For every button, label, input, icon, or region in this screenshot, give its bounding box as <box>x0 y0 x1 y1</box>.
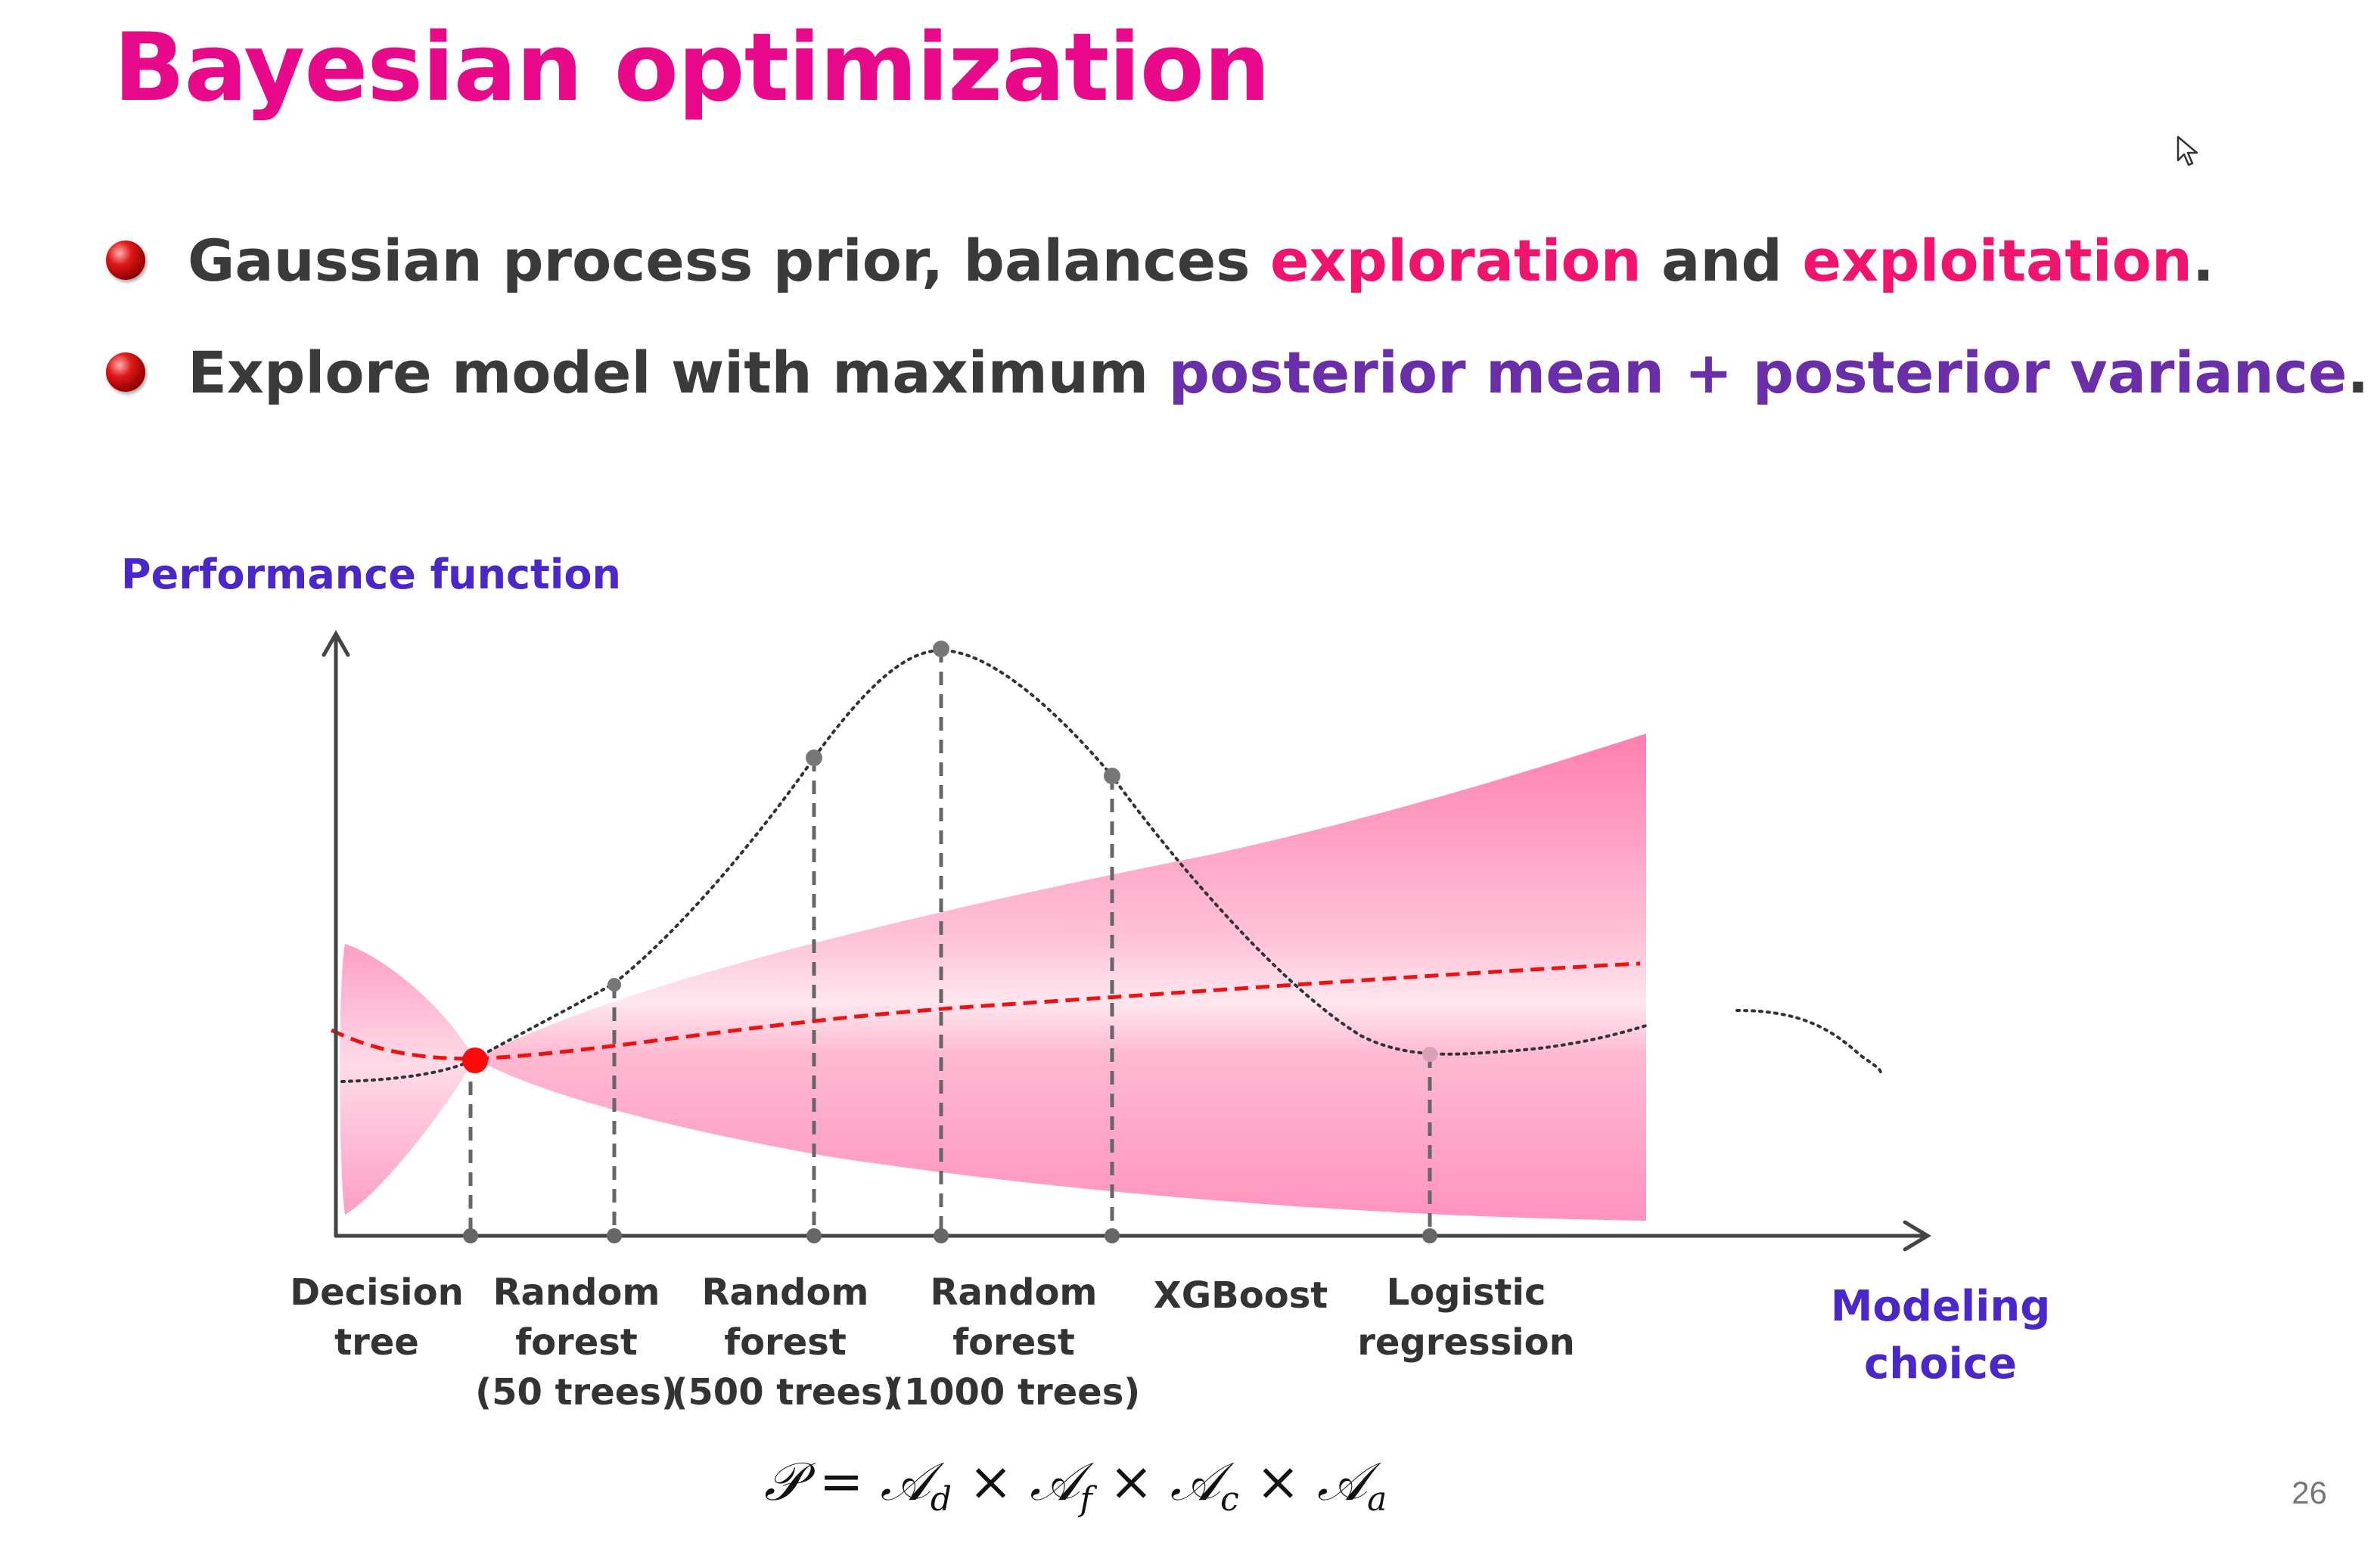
formula-a: 𝒜 <box>880 1451 931 1513</box>
x-category-decision-tree: Decision tree <box>290 1268 463 1367</box>
x-category-xgboost: XGBoost <box>1154 1271 1328 1321</box>
highlight-posterior: posterior mean + posterior variance <box>1168 338 2347 406</box>
formula-a: 𝒜 <box>1316 1451 1368 1513</box>
tick-rf-50 <box>607 1228 622 1243</box>
formula-a: 𝒜 <box>1030 1451 1080 1513</box>
x-category-line: XGBoost <box>1153 1274 1328 1317</box>
x-category-logistic-regression: Logistic regression <box>1357 1268 1575 1367</box>
x-category-line: forest <box>515 1321 638 1364</box>
bullet-item: Explore model with maximum posterior mea… <box>106 316 2369 428</box>
formula-eq: = <box>802 1451 881 1513</box>
sample-point-rf-50 <box>607 978 621 992</box>
sample-point-logistic <box>1422 1047 1437 1062</box>
x-axis-label-line: Modeling <box>1830 1282 2051 1331</box>
sample-point-xgboost <box>1104 768 1120 784</box>
search-space-formula: 𝒫 = 𝒜d × 𝒜f × 𝒜c × 𝒜a <box>764 1451 1387 1519</box>
bullet-text: . <box>2192 226 2214 294</box>
mouse-pointer-icon <box>2176 135 2198 166</box>
tick-logistic <box>1422 1228 1437 1243</box>
x-category-line: Random <box>701 1271 869 1314</box>
x-category-rf-50: Random forest (50 trees) <box>475 1268 678 1417</box>
bullet-list: Gaussian process prior, balances explora… <box>106 204 2369 428</box>
formula-times: × <box>1092 1451 1170 1513</box>
highlight-exploitation: exploitation <box>1802 226 2193 294</box>
sample-guides <box>468 649 1432 1236</box>
slide-title: Bayesian optimization <box>113 14 1270 123</box>
bullet-text: Gaussian process prior, balances <box>188 226 1270 294</box>
uncertainty-band-left <box>340 944 475 1215</box>
x-category-line: Random <box>930 1271 1098 1314</box>
tick-rf-1000 <box>934 1228 949 1243</box>
sample-point-rf-1000 <box>933 641 949 657</box>
observed-point <box>462 1047 488 1073</box>
tick-xgboost <box>1105 1228 1120 1243</box>
x-axis-arrow-icon <box>1903 1220 1931 1252</box>
x-category-line: (500 trees) <box>671 1371 899 1414</box>
x-category-line: forest <box>724 1321 847 1364</box>
red-sphere-bullet-icon <box>106 241 145 280</box>
x-category-line: tree <box>334 1321 419 1364</box>
highlight-exploration: exploration <box>1269 226 1642 294</box>
x-category-line: Random <box>492 1271 660 1314</box>
bullet-text: Explore model with maximum <box>188 338 1169 406</box>
x-category-line: Logistic <box>1386 1271 1546 1314</box>
axis-ticks <box>463 1228 1437 1243</box>
posterior-mean-curve <box>330 961 1641 1061</box>
formula-times: × <box>952 1451 1030 1513</box>
bullet-text: . <box>2347 338 2369 406</box>
formula-sub-a: a <box>1367 1480 1387 1519</box>
y-axis-label: Performance function <box>121 551 621 598</box>
formula-sub-d: d <box>930 1480 952 1519</box>
formula-sub-f: f <box>1080 1480 1092 1519</box>
x-category-line: regression <box>1357 1321 1575 1364</box>
x-category-rf-500: Random forest (500 trees) <box>671 1268 899 1417</box>
y-axis-arrow-icon <box>322 629 350 657</box>
page-number: 26 <box>2291 1475 2327 1510</box>
bullet-item: Gaussian process prior, balances explora… <box>106 204 2224 316</box>
x-axis-label-line: choice <box>1864 1339 2017 1389</box>
tick-decision-tree <box>463 1228 478 1243</box>
sample-point-rf-500 <box>806 750 822 766</box>
formula-times: × <box>1238 1451 1317 1513</box>
red-sphere-bullet-icon <box>106 352 145 392</box>
x-category-rf-1000: Random forest (1000 trees) <box>887 1268 1140 1417</box>
x-category-line: Decision <box>290 1271 464 1314</box>
uncertainty-band <box>475 734 1646 1221</box>
tick-rf-500 <box>806 1228 822 1243</box>
formula-sub-c: c <box>1220 1480 1239 1519</box>
formula-p: 𝒫 <box>764 1451 803 1513</box>
objective-samples <box>607 641 1437 1062</box>
formula-a: 𝒜 <box>1170 1451 1221 1513</box>
x-category-line: (1000 trees) <box>887 1371 1141 1414</box>
x-axis-label: Modeling choice <box>1831 1278 2051 1393</box>
axes <box>322 629 1931 1252</box>
bullet-text: and <box>1641 226 1803 294</box>
x-category-line: (50 trees) <box>475 1371 678 1414</box>
x-category-line: forest <box>952 1321 1075 1364</box>
objective-function-tail <box>1735 1009 1882 1075</box>
